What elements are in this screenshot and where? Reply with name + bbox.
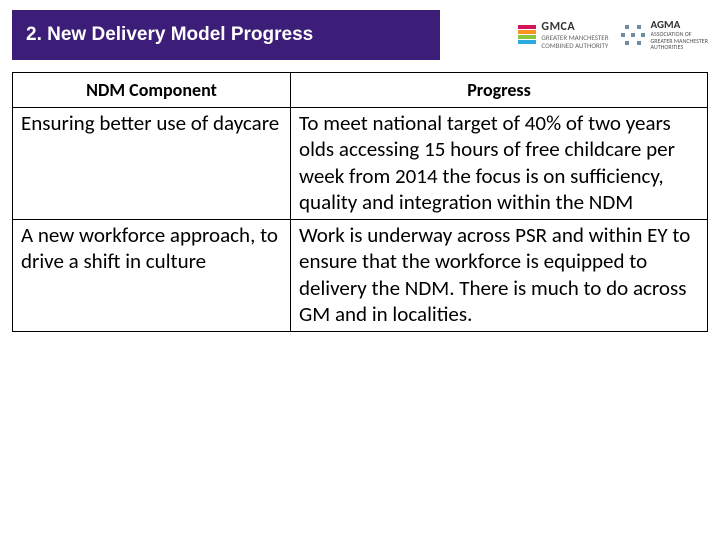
gmca-logo: GMCA GREATER MANCHESTER COMBINED AUTHORI… bbox=[518, 21, 608, 50]
slide-title: 2. New Delivery Model Progress bbox=[26, 24, 313, 46]
gmca-bar-2 bbox=[518, 30, 536, 34]
column-header-progress: Progress bbox=[291, 73, 708, 108]
gmca-logo-text: GMCA GREATER MANCHESTER COMBINED AUTHORI… bbox=[541, 21, 608, 50]
slide-title-bar: 2. New Delivery Model Progress bbox=[12, 10, 440, 60]
cell-component: Ensuring better use of daycare bbox=[13, 108, 291, 220]
gmca-bar-1 bbox=[518, 25, 536, 29]
cell-progress: To meet national target of 40% of two ye… bbox=[291, 108, 708, 220]
progress-table: NDM Component Progress Ensuring better u… bbox=[12, 72, 708, 332]
column-header-component: NDM Component bbox=[13, 73, 291, 108]
gmca-bar-4 bbox=[518, 40, 536, 44]
gmca-line2: COMBINED AUTHORITY bbox=[541, 42, 608, 50]
logo-area: GMCA GREATER MANCHESTER COMBINED AUTHORI… bbox=[440, 10, 708, 60]
table-row: A new workforce approach, to drive a shi… bbox=[13, 220, 708, 332]
table-row: Ensuring better use of daycare To meet n… bbox=[13, 108, 708, 220]
table-header-row: NDM Component Progress bbox=[13, 73, 708, 108]
agma-logo: AGMA ASSOCIATION OF GREATER MANCHESTER A… bbox=[619, 19, 709, 51]
gmca-bar-3 bbox=[518, 35, 536, 39]
gmca-acronym: GMCA bbox=[541, 21, 608, 34]
cell-component: A new workforce approach, to drive a shi… bbox=[13, 220, 291, 332]
agma-logo-text: AGMA ASSOCIATION OF GREATER MANCHESTER A… bbox=[651, 19, 709, 51]
agma-logo-icon bbox=[619, 21, 647, 49]
gmca-logo-icon bbox=[518, 25, 536, 45]
cell-progress: Work is underway across PSR and within E… bbox=[291, 220, 708, 332]
agma-line3: AUTHORITIES bbox=[651, 44, 709, 51]
header: 2. New Delivery Model Progress GMCA GREA… bbox=[0, 0, 720, 68]
